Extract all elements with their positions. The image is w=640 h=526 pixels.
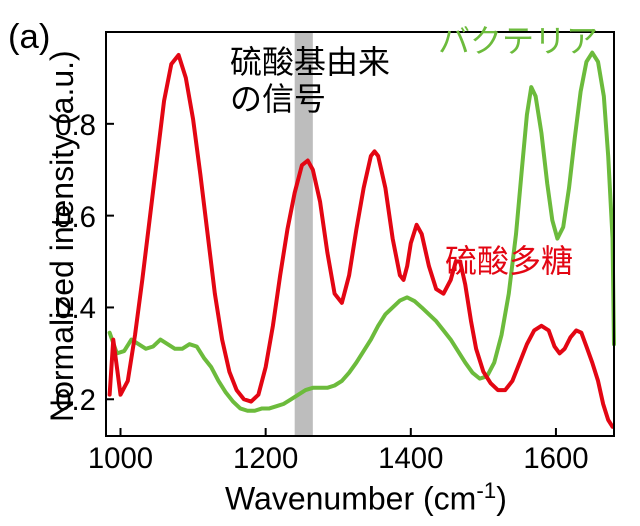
sulfate-signal-annotation: 硫酸基由来 の信号 <box>230 44 390 118</box>
series-label-sulfated-polysaccharide: 硫酸多糖 <box>445 236 573 282</box>
figure-root: (a) Normalized intensity (a.u.) Wavenumb… <box>0 0 640 526</box>
y-tick-label: 0.8 <box>46 109 96 143</box>
y-tick-label: 0.4 <box>46 292 96 326</box>
y-tick-label: 0.6 <box>46 201 96 235</box>
x-tick-label: 1000 <box>86 442 156 476</box>
y-tick-label: 0.2 <box>46 384 96 418</box>
x-axis-label: Wavenumber (cm-1) <box>225 478 507 518</box>
x-tick-label: 1600 <box>521 442 591 476</box>
x-tick-label: 1200 <box>231 442 301 476</box>
series-label-bacteria: バクテリア <box>438 16 598 62</box>
x-tick-label: 1400 <box>376 442 446 476</box>
